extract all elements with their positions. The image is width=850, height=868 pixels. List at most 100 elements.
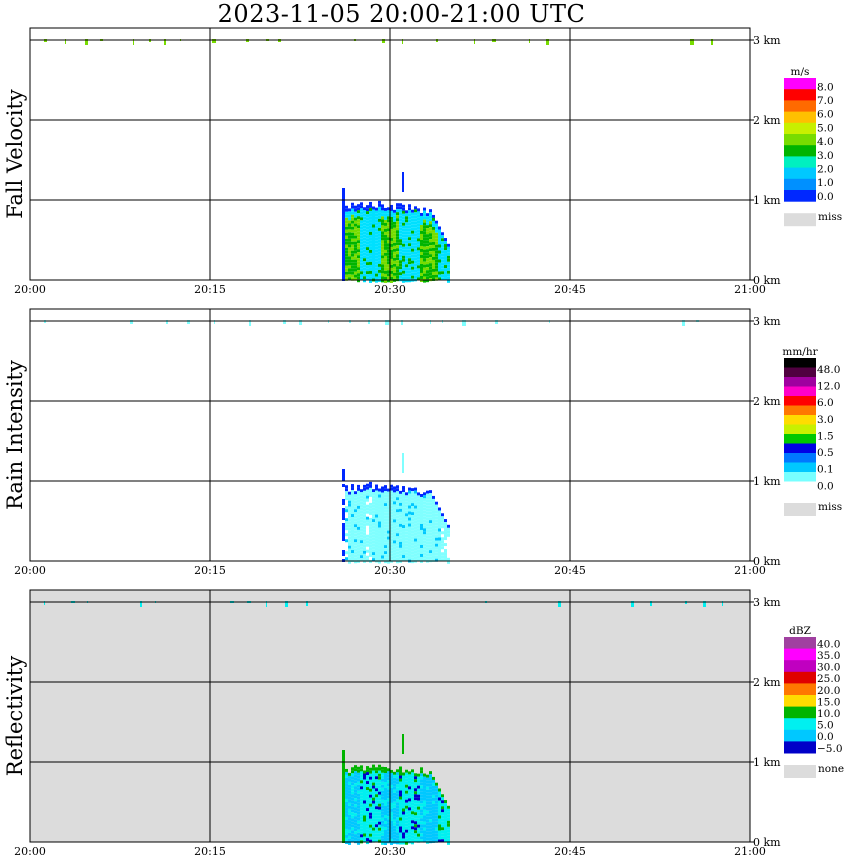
echo-cell xyxy=(399,257,402,261)
echo-artifact xyxy=(722,601,723,606)
echo-cell xyxy=(420,815,423,819)
echo-cell xyxy=(342,197,345,200)
echo-cell xyxy=(411,799,414,803)
echo-cell xyxy=(417,812,420,816)
echo-cell xyxy=(390,279,393,283)
colorbar-segment xyxy=(784,741,816,754)
echo-cell xyxy=(411,254,414,258)
y-tick-label: 2 km xyxy=(753,676,781,689)
echo-cell xyxy=(351,244,354,248)
echo-cell xyxy=(375,484,378,488)
echo-cell xyxy=(441,815,444,819)
echo-cell xyxy=(381,838,384,842)
echo-cell xyxy=(351,523,354,527)
echo-cell xyxy=(429,780,432,784)
echo-cell xyxy=(366,787,369,791)
echo-cell xyxy=(447,835,450,839)
echo-cell xyxy=(363,782,366,786)
echo-cell xyxy=(372,788,375,792)
echo-cell xyxy=(384,539,387,543)
echo-cell xyxy=(342,825,345,828)
echo-cell xyxy=(345,777,348,781)
echo-cell xyxy=(345,819,348,823)
echo-cell xyxy=(381,549,384,553)
echo-cell xyxy=(342,254,345,257)
echo-cell xyxy=(429,245,432,249)
echo-cell xyxy=(381,252,384,256)
echo-cell xyxy=(375,207,378,211)
echo-cell xyxy=(402,808,405,812)
echo-cell xyxy=(411,275,414,279)
echo-cell xyxy=(423,219,426,223)
echo-cell xyxy=(360,277,363,281)
echo-cell xyxy=(438,507,441,511)
echo-cell xyxy=(408,240,411,244)
echo-cell xyxy=(360,262,363,266)
echo-cell xyxy=(342,532,345,535)
echo-cell xyxy=(354,834,357,838)
echo-cell xyxy=(369,204,372,208)
echo-cell xyxy=(381,537,384,541)
echo-cell xyxy=(438,265,441,269)
echo-cell xyxy=(420,224,423,228)
echo-cell xyxy=(372,263,375,267)
echo-cell xyxy=(423,273,426,277)
echo-cell xyxy=(390,511,393,515)
echo-cell xyxy=(378,530,381,534)
echo-cell xyxy=(345,789,348,793)
echo-cell xyxy=(447,249,450,253)
echo-cell xyxy=(342,798,345,801)
echo-cell xyxy=(375,541,378,545)
echo-cell xyxy=(372,251,375,255)
echo-cell xyxy=(342,526,345,529)
echo-cell xyxy=(426,276,429,280)
echo-cell xyxy=(375,535,378,539)
echo-artifact xyxy=(385,320,389,325)
echo-cell xyxy=(399,541,402,545)
echo-cell xyxy=(390,838,393,842)
echo-cell xyxy=(345,822,348,826)
echo-cell xyxy=(366,540,369,544)
echo-cell xyxy=(411,536,414,540)
echo-cell xyxy=(423,225,426,229)
echo-cell xyxy=(378,818,381,822)
echo-cell xyxy=(372,797,375,801)
echo-cell xyxy=(399,796,402,800)
echo-cell xyxy=(363,511,366,515)
echo-cell xyxy=(348,551,351,555)
echo-cell xyxy=(369,812,372,816)
echo-cell xyxy=(378,488,381,492)
echo-cell xyxy=(429,834,432,838)
echo-cell xyxy=(342,191,345,194)
echo-cell xyxy=(384,766,387,770)
echo-cell xyxy=(447,826,450,830)
echo-cell xyxy=(429,550,432,554)
echo-cell xyxy=(363,779,366,783)
echo-cell xyxy=(399,547,402,551)
echo-cell xyxy=(366,235,369,239)
echo-cell xyxy=(369,526,372,530)
echo-cell xyxy=(438,531,441,535)
echo-cell xyxy=(408,777,411,781)
echo-cell xyxy=(381,222,384,226)
echo-cell xyxy=(429,254,432,258)
echo-cell xyxy=(375,520,378,524)
echo-cell xyxy=(429,251,432,255)
echo-cell xyxy=(414,275,417,279)
echo-cell xyxy=(342,759,345,762)
echo-cell xyxy=(384,219,387,223)
echo-cell xyxy=(351,505,354,509)
echo-cell xyxy=(399,203,402,207)
echo-cell xyxy=(417,800,420,804)
echo-cell xyxy=(357,520,360,524)
echo-cell xyxy=(360,771,363,775)
echo-cell xyxy=(345,774,348,778)
echo-cell xyxy=(372,507,375,511)
echo-cell xyxy=(429,532,432,536)
echo-cell xyxy=(408,801,411,805)
echo-cell xyxy=(429,248,432,252)
echo-cell xyxy=(354,274,357,278)
echo-cell xyxy=(432,217,435,221)
echo-cell xyxy=(363,517,366,521)
echo-cell xyxy=(372,770,375,774)
